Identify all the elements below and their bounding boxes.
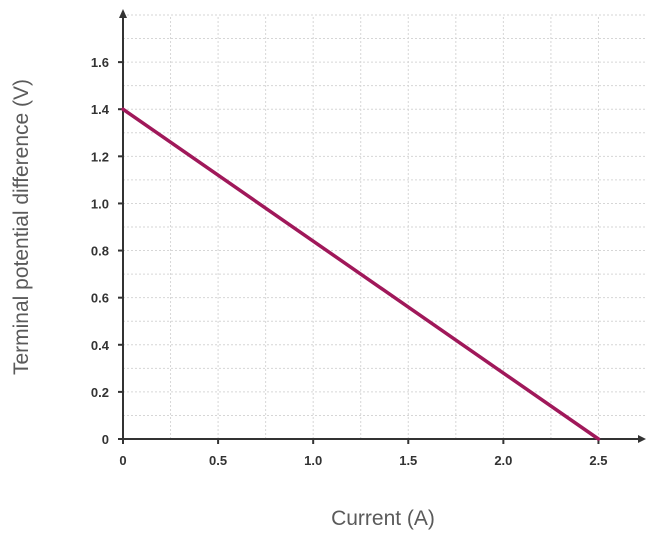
x-tick-label: 2.5: [589, 453, 607, 468]
y-tick-label: 1.2: [91, 149, 109, 164]
y-tick-label: 1.0: [91, 196, 109, 211]
axes: [118, 9, 646, 444]
y-tick-label: 1.4: [91, 102, 110, 117]
series-layer: [121, 107, 601, 441]
x-axis-title: Current (A): [331, 507, 435, 530]
grid: [123, 14, 646, 439]
y-tick-label: 0.6: [91, 291, 109, 306]
series-line: [121, 107, 601, 441]
y-axis-arrow: [119, 9, 127, 18]
y-tick-label: 1.6: [91, 55, 109, 70]
y-tick-label: 0.2: [91, 385, 109, 400]
tick-labels: 0 0.5 1.0 1.5 2.0 2.5 0 0.2 0.4 0.6 0.8 1.0 1.2 1.4 1.…: [91, 55, 608, 468]
y-tick-label: 0: [102, 432, 109, 447]
x-tick-label: 1.0: [304, 453, 322, 468]
y-axis-title: Terminal potential difference (V): [10, 79, 33, 375]
x-tick-label: 2.0: [494, 453, 512, 468]
x-axis-arrow: [638, 435, 646, 443]
y-tick-label: 0.8: [91, 244, 109, 259]
y-tick-label: 0.4: [91, 338, 110, 353]
x-tick-label: 0.5: [209, 453, 227, 468]
x-tick-label: 1.5: [399, 453, 417, 468]
x-tick-label: 0: [119, 453, 126, 468]
